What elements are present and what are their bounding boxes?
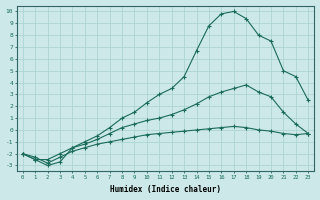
X-axis label: Humidex (Indice chaleur): Humidex (Indice chaleur) — [110, 185, 221, 194]
